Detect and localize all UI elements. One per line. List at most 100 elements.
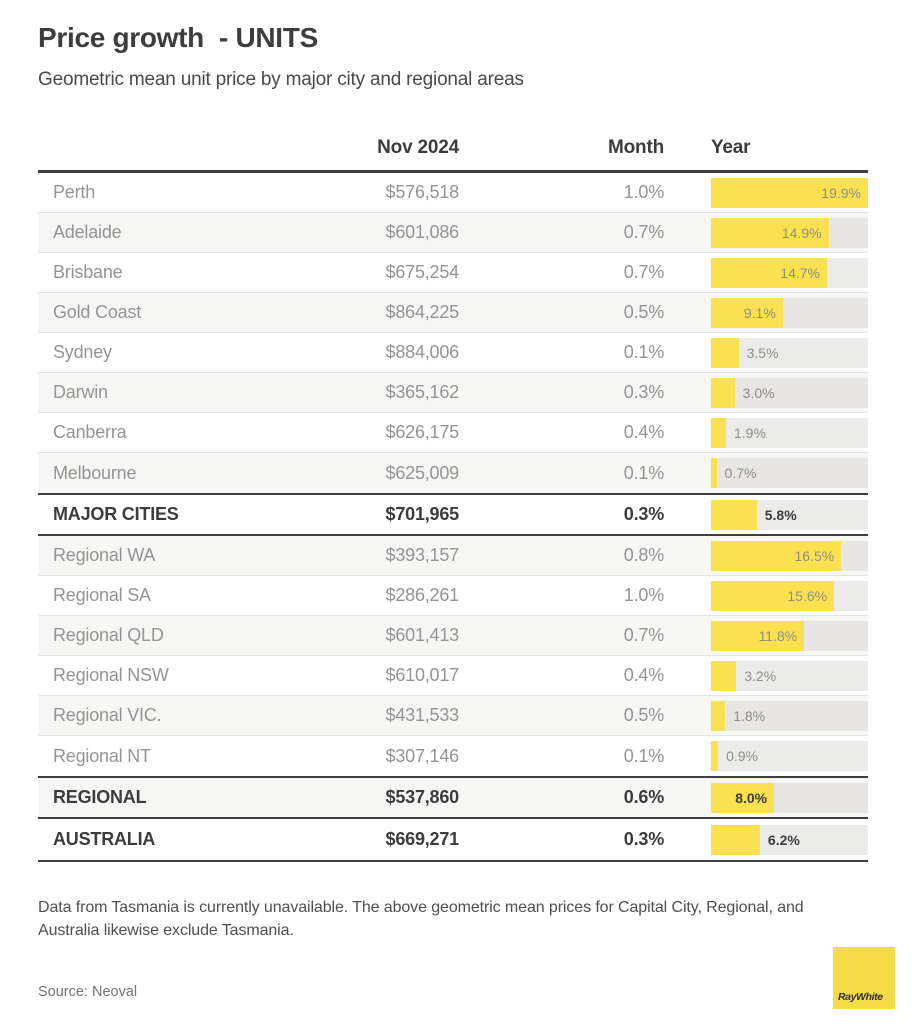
year-bar-cell: 3.2% — [664, 656, 868, 695]
year-bar-cell: 14.9% — [664, 213, 868, 252]
year-bar-fill — [711, 824, 760, 855]
year-bar-track: 6.2% — [711, 824, 868, 855]
year-bar-track: 5.8% — [711, 499, 868, 530]
row-price: $626,175 — [385, 422, 460, 442]
row-month: 0.7% — [623, 222, 664, 242]
year-bar-fill — [711, 417, 726, 448]
table-header-row: Nov 2024 Month Year — [38, 125, 868, 173]
row-price: $625,009 — [385, 462, 460, 483]
source-credit: Source: Neoval — [38, 984, 138, 1001]
row-month: 0.6% — [623, 787, 664, 807]
row-label: Regional WA — [53, 545, 156, 565]
year-bar-cell: 8.0% — [664, 778, 868, 817]
year-bar-fill — [711, 337, 739, 368]
row-label: Darwin — [53, 382, 108, 402]
page-title: Price growth - UNITS — [38, 22, 318, 53]
row-month: 0.1% — [623, 745, 664, 766]
row-label: Canberra — [53, 422, 127, 442]
year-bar-track: 8.0% — [711, 782, 868, 813]
table-row: REGIONAL $537,860 0.6% 8.0% — [38, 776, 868, 819]
table-row: Adelaide $601,086 0.7% 14.9% — [38, 213, 868, 253]
row-month: 0.5% — [623, 302, 664, 322]
year-bar-cell: 0.9% — [664, 736, 868, 776]
table-row: Regional SA $286,261 1.0% 15.6% — [38, 576, 868, 616]
year-bar-track: 14.7% — [711, 257, 868, 288]
row-label: Perth — [53, 182, 96, 202]
column-header-price: Nov 2024 — [377, 137, 459, 158]
table-row: Gold Coast $864,225 0.5% 9.1% — [38, 293, 868, 333]
row-price: $365,162 — [385, 382, 460, 402]
tasmania-footnote: Data from Tasmania is currently unavaila… — [38, 899, 804, 940]
year-bar-track: 15.6% — [711, 580, 868, 611]
bar-value-label: 16.5% — [794, 547, 835, 564]
row-month: 0.3% — [623, 829, 664, 849]
row-month: 0.7% — [623, 262, 664, 282]
year-bar-fill — [711, 257, 827, 288]
year-bar-cell: 15.6% — [664, 576, 868, 615]
row-label: AUSTRALIA — [53, 829, 156, 849]
year-bar-track: 1.9% — [711, 417, 868, 448]
row-label: Adelaide — [53, 222, 122, 242]
row-month: 0.5% — [623, 705, 664, 725]
year-bar-fill — [711, 700, 726, 731]
year-bar-fill — [711, 782, 775, 813]
column-header-month: Month — [608, 137, 664, 158]
row-price: $884,006 — [385, 342, 460, 362]
bar-value-label: 1.8% — [733, 707, 766, 724]
year-bar-cell: 6.2% — [664, 819, 868, 860]
row-price: $610,017 — [385, 665, 460, 685]
year-bar-cell: 1.8% — [664, 696, 868, 735]
row-label: Regional SA — [53, 585, 151, 605]
table-row: Regional QLD $601,413 0.7% 11.8% — [38, 616, 868, 656]
bar-value-label: 9.1% — [743, 304, 776, 321]
table-row: Regional WA $393,157 0.8% 16.5% — [38, 536, 868, 576]
table-row: Melbourne $625,009 0.1% 0.7% — [38, 453, 868, 493]
row-month: 0.8% — [623, 545, 664, 565]
bar-value-label: 3.5% — [746, 344, 779, 361]
year-bar-fill — [711, 499, 757, 530]
bar-value-label: 1.9% — [733, 424, 766, 441]
year-bar-fill — [711, 540, 842, 571]
row-price: $431,533 — [385, 705, 460, 725]
row-label: Gold Coast — [53, 302, 142, 322]
table-row: Perth $576,518 1.0% 19.9% — [38, 173, 868, 213]
row-month: 0.3% — [623, 504, 664, 524]
row-price: $286,261 — [385, 585, 460, 605]
year-bar-track: 1.8% — [711, 700, 868, 731]
table-row: Sydney $884,006 0.1% 3.5% — [38, 333, 868, 373]
row-month: 0.1% — [623, 462, 664, 483]
year-bar-fill — [711, 377, 735, 408]
row-month: 1.0% — [623, 585, 664, 605]
year-bar-cell: 11.8% — [664, 616, 868, 655]
year-bar-fill — [711, 620, 805, 651]
year-bar-fill — [711, 741, 719, 771]
row-price: $537,860 — [385, 787, 460, 807]
raywhite-logo: RayWhite — [833, 947, 895, 1009]
year-bar-track: 11.8% — [711, 620, 868, 651]
year-bar-track: 9.1% — [711, 297, 868, 328]
year-bar-cell: 19.9% — [664, 173, 868, 212]
bar-value-label: 3.2% — [744, 667, 777, 684]
row-month: 0.1% — [623, 342, 664, 362]
row-month: 1.0% — [623, 182, 664, 202]
year-bar-track: 16.5% — [711, 540, 868, 571]
row-label: MAJOR CITIES — [53, 504, 179, 524]
row-label: Regional VIC. — [53, 705, 162, 725]
row-price: $675,254 — [385, 262, 460, 282]
row-label: Regional QLD — [53, 625, 164, 645]
row-label: Regional NSW — [53, 665, 169, 685]
bar-value-label: 0.9% — [726, 748, 759, 764]
year-bar-cell: 0.7% — [664, 453, 868, 493]
year-bar-fill — [711, 458, 717, 488]
year-bar-cell: 16.5% — [664, 536, 868, 575]
bar-value-label: 0.7% — [724, 465, 757, 481]
row-price: $669,271 — [385, 829, 460, 849]
year-bar-track: 3.5% — [711, 337, 868, 368]
row-price: $307,146 — [385, 745, 460, 766]
year-bar-fill — [711, 660, 737, 691]
row-price: $576,518 — [385, 182, 460, 202]
table-row: Canberra $626,175 0.4% 1.9% — [38, 413, 868, 453]
row-price: $601,413 — [385, 625, 460, 645]
year-bar-fill — [711, 177, 868, 208]
row-price: $393,157 — [385, 545, 460, 565]
